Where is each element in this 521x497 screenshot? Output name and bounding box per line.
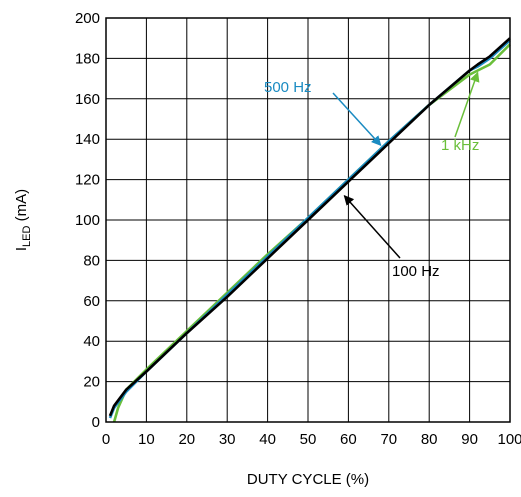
annotation-arrow <box>454 71 480 138</box>
tick-labels: 0 10 20 30 40 50 60 70 80 90 100 0 20 40 60 80 100 120 140… <box>75 10 521 448</box>
label-500hz: 500 Hz <box>264 79 312 96</box>
series-line <box>108 37 511 417</box>
x-tick-label: 30 <box>219 431 236 448</box>
x-tick-label: 90 <box>461 431 478 448</box>
x-tick-label: 0 <box>102 431 110 448</box>
plot-frame <box>105 17 511 423</box>
y-tick-label: 60 <box>83 293 100 310</box>
x-tick-label: 50 <box>300 431 317 448</box>
y-axis-title-subscript: LED <box>21 225 33 246</box>
y-tick-label: 120 <box>75 172 100 189</box>
x-tick-label: 100 <box>497 431 521 448</box>
annotation-arrow <box>343 195 401 259</box>
y-axis-title-unit: (mA) <box>13 189 30 226</box>
y-tick-label: 140 <box>75 131 100 148</box>
x-tick-label: 20 <box>178 431 195 448</box>
y-tick-label: 180 <box>75 50 100 67</box>
y-axis-title: ILED (mA) <box>13 189 33 251</box>
y-axis-title-main: I <box>13 247 30 251</box>
annotation-arrow <box>332 92 382 146</box>
x-tick-label: 70 <box>380 431 397 448</box>
y-tick-label: 160 <box>75 91 100 108</box>
y-tick-label: 100 <box>75 212 100 229</box>
x-tick-label: 60 <box>340 431 357 448</box>
label-1khz: 1 kHz <box>441 137 479 154</box>
y-tick-label: 20 <box>83 374 100 391</box>
x-axis-title: DUTY CYCLE (%) <box>247 471 369 488</box>
series-line <box>112 43 511 423</box>
x-tick-label: 40 <box>259 431 276 448</box>
x-tick-label: 80 <box>421 431 438 448</box>
x-tick-label: 10 <box>138 431 155 448</box>
annotation-layer: 500 Hz 1 kHz 100 Hz <box>264 71 480 280</box>
y-tick-label: 40 <box>83 333 100 350</box>
y-tick-label: 200 <box>75 10 100 27</box>
y-tick-label: 0 <box>92 414 100 431</box>
label-100hz: 100 Hz <box>392 263 440 280</box>
series-line <box>108 39 511 419</box>
y-tick-label: 80 <box>83 252 100 269</box>
